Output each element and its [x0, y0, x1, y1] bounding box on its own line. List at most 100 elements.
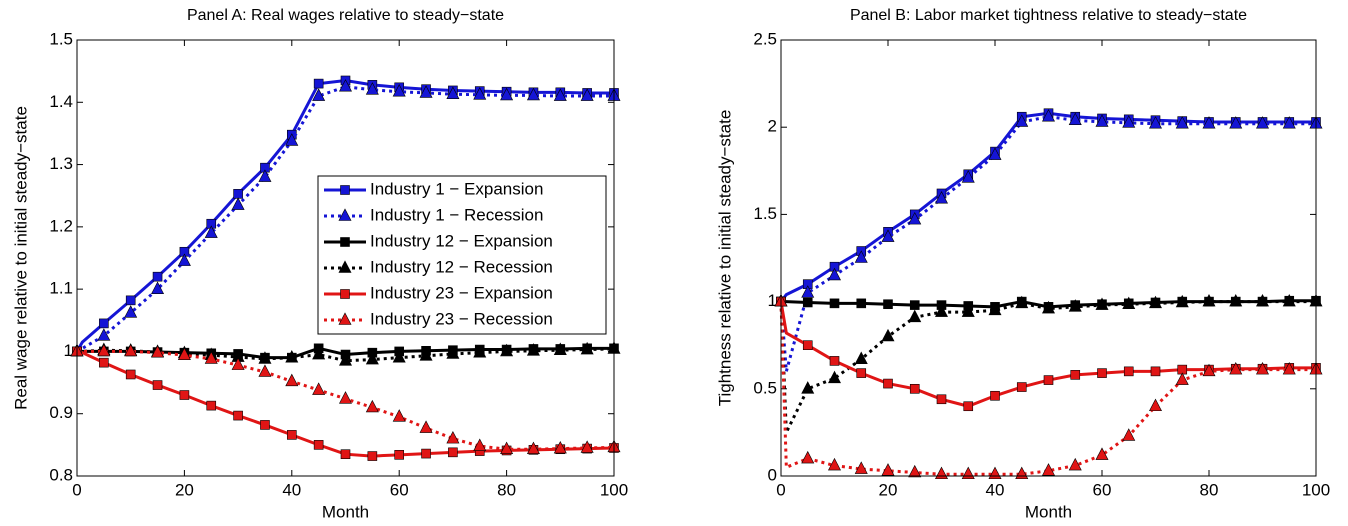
triangle-marker	[177, 347, 191, 360]
triangle-marker	[204, 225, 218, 238]
triangle-marker	[124, 305, 138, 318]
triangle-marker	[1068, 299, 1082, 312]
triangle-marker	[204, 351, 218, 364]
triangle-marker	[881, 463, 895, 476]
triangle-marker	[473, 87, 487, 100]
y-tick-label: 1.4	[49, 92, 73, 111]
y-tick-label: 1.3	[49, 154, 73, 173]
triangle-marker	[1229, 361, 1243, 375]
triangle-marker	[1042, 463, 1055, 476]
triangle-marker	[854, 250, 868, 263]
triangle-marker	[1175, 116, 1189, 129]
legend-marker	[338, 260, 352, 273]
y-tick-label: 0.8	[49, 465, 73, 484]
x-axis-label: Month	[1025, 502, 1072, 521]
square-marker	[152, 380, 163, 390]
legend-triangle	[338, 260, 352, 273]
triangle-marker	[854, 351, 868, 364]
triangle-marker	[1149, 295, 1162, 309]
triangle-marker	[151, 281, 165, 294]
legend-label: Industry 12 − Recession	[370, 257, 553, 276]
triangle-marker	[1202, 293, 1216, 307]
legend-marker	[340, 237, 350, 247]
triangle-marker	[1202, 116, 1216, 129]
x-tick-label: 80	[497, 480, 516, 499]
x-tick-label: 20	[879, 480, 898, 499]
square-marker	[1043, 375, 1054, 385]
y-tick-label: 1.5	[753, 204, 777, 223]
triangle-marker	[988, 147, 1002, 160]
triangle-marker	[1175, 372, 1189, 385]
triangle-marker	[961, 170, 975, 183]
triangle-marker	[285, 133, 299, 146]
triangle-marker	[446, 86, 460, 99]
triangle-marker	[419, 420, 433, 433]
y-tick-label: 1	[64, 341, 73, 360]
line	[779, 111, 1316, 303]
y-axis-label: Real wage relative to initial steady−sta…	[11, 106, 30, 410]
legend-marker	[338, 208, 352, 221]
triangle-marker	[908, 309, 922, 323]
line	[75, 78, 614, 353]
y-tick-label: 2	[768, 117, 777, 136]
triangle-marker	[1149, 398, 1162, 412]
square-marker	[99, 318, 109, 329]
triangle-marker	[553, 342, 567, 355]
square-marker	[260, 420, 270, 430]
legend-label: Industry 1 − Recession	[370, 205, 543, 224]
triangle-marker	[961, 304, 975, 317]
legend-box	[317, 175, 607, 335]
square-marker	[856, 368, 867, 378]
triangle-marker	[446, 430, 460, 444]
y-tick-label: 0.5	[753, 378, 777, 397]
triangle-marker	[1122, 428, 1136, 441]
triangle-marker	[97, 343, 111, 357]
square-marker	[313, 78, 324, 89]
triangle-marker	[1042, 300, 1055, 314]
triangle-marker	[446, 346, 460, 359]
triangle-marker	[580, 341, 594, 355]
triangle-marker	[801, 285, 815, 298]
square-marker	[802, 340, 813, 351]
y-tick-label: 2.5	[753, 29, 777, 48]
line	[779, 300, 1316, 434]
square-marker	[340, 449, 351, 460]
legend-triangle	[338, 312, 352, 325]
square-marker	[394, 450, 405, 460]
triangle-marker	[97, 328, 111, 341]
triangle-marker	[339, 353, 352, 366]
square-marker	[179, 390, 190, 400]
triangle-marker	[801, 381, 815, 394]
line	[76, 85, 614, 353]
triangle-marker	[1202, 363, 1216, 377]
legend-square	[340, 289, 350, 299]
square-marker	[233, 189, 243, 199]
square-marker	[936, 394, 947, 405]
triangle-marker	[580, 440, 594, 453]
triangle-marker	[285, 373, 299, 387]
line	[77, 349, 615, 451]
legend-label: Industry 1 − Expansion	[370, 179, 543, 198]
x-axis-label: Month	[322, 502, 369, 521]
triangle-marker	[1095, 114, 1109, 127]
triangle-marker	[828, 370, 841, 384]
square-marker	[233, 410, 243, 421]
square-marker	[1016, 382, 1027, 392]
triangle-marker	[881, 328, 895, 342]
triangle-marker	[312, 382, 326, 395]
triangle-marker	[392, 350, 406, 363]
triangle-marker	[1068, 457, 1082, 471]
y-tick-label: 1.2	[49, 216, 73, 235]
triangle-marker	[1015, 295, 1029, 309]
chart-title: Panel A: Real wages relative to steady−s…	[187, 7, 504, 24]
legend-label: Industry 12 − Expansion	[370, 231, 553, 250]
triangle-marker	[365, 82, 379, 95]
x-tick-label: 80	[1200, 480, 1219, 499]
y-tick-label: 1	[768, 291, 777, 310]
triangle-marker	[1068, 112, 1082, 126]
triangle-marker	[1282, 361, 1296, 375]
square-marker	[1123, 366, 1134, 377]
x-tick-label: 100	[1302, 480, 1330, 499]
triangle-marker	[828, 267, 841, 281]
